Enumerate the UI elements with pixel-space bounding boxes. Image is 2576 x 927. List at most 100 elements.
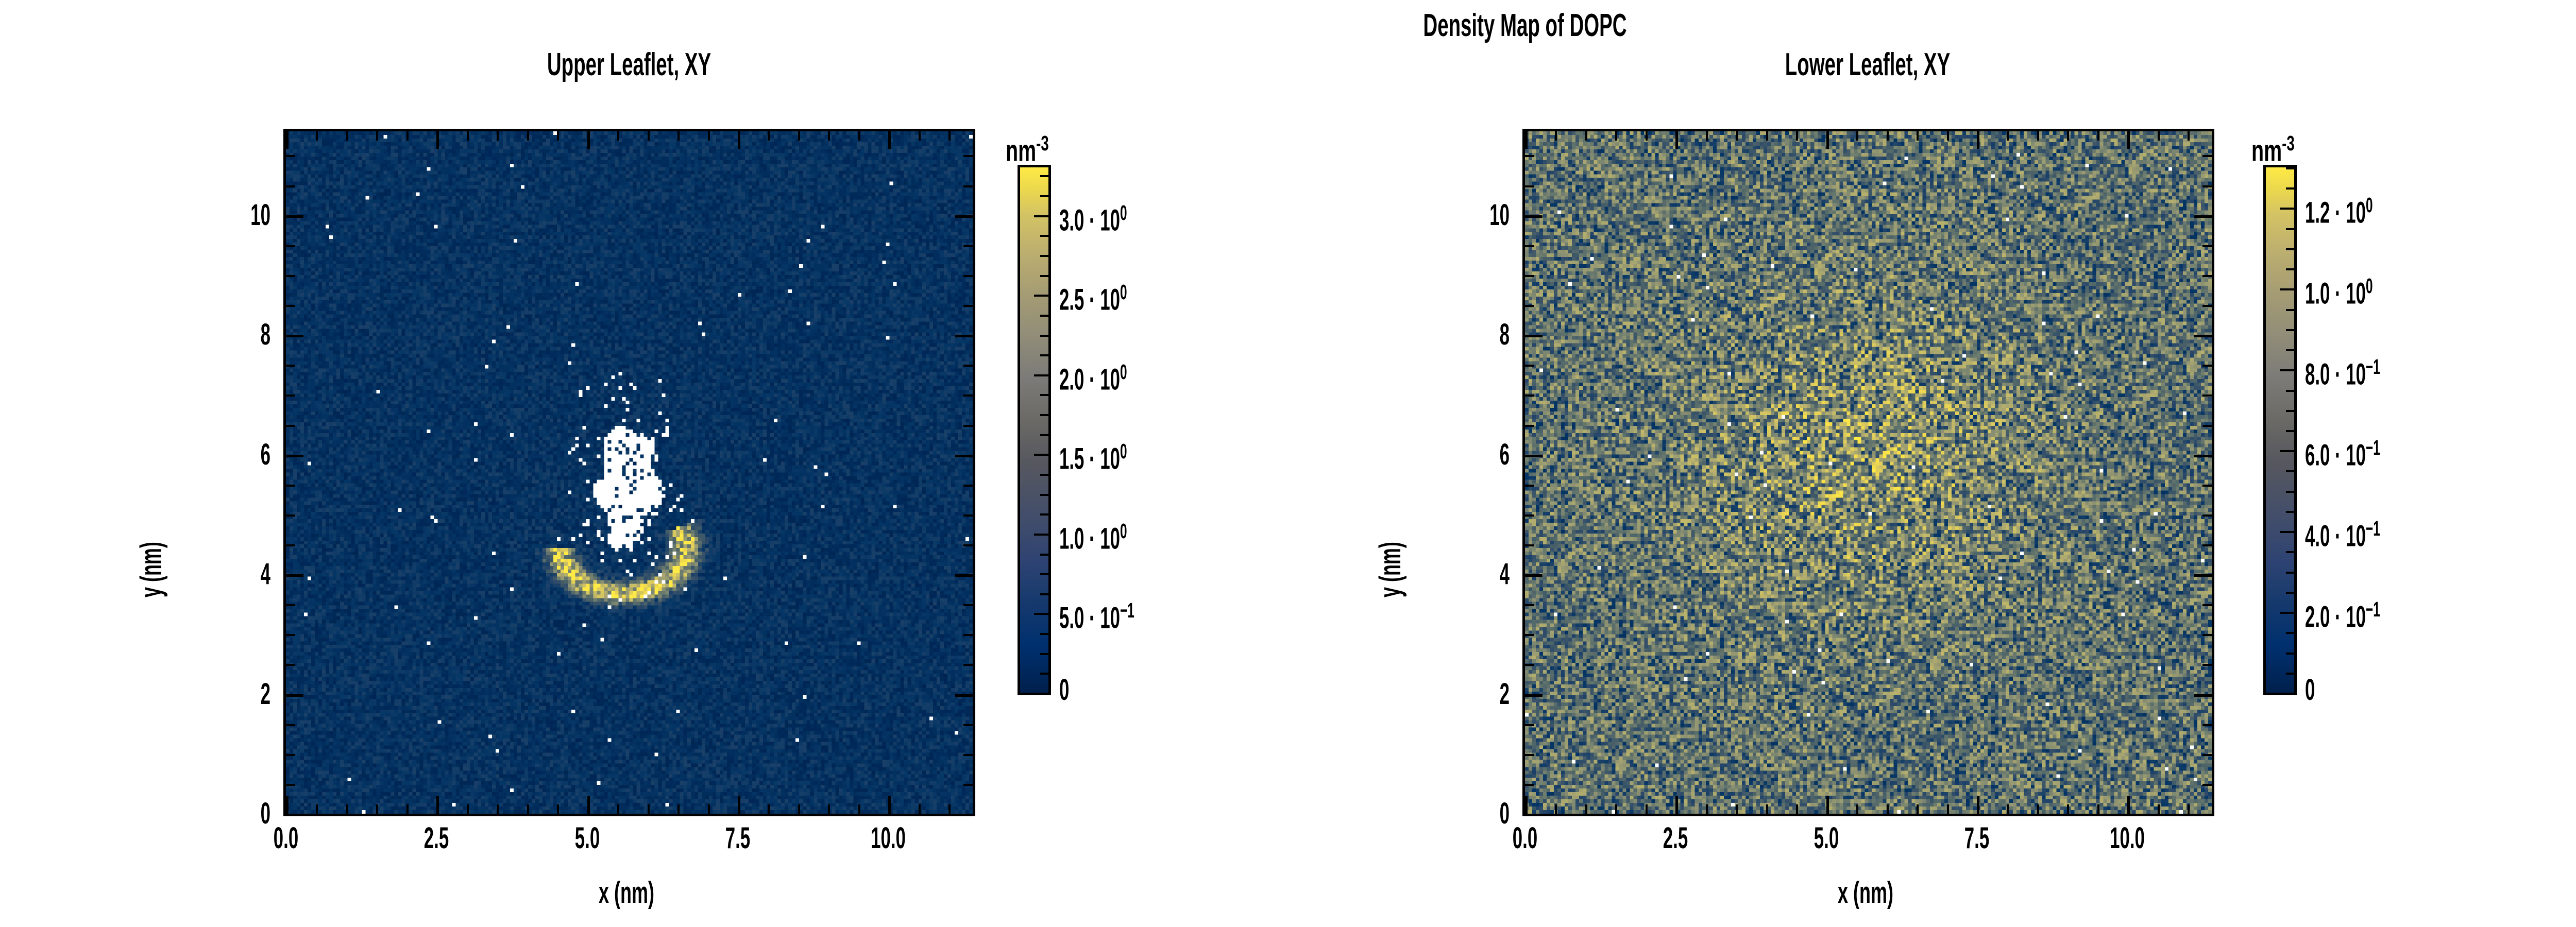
y-tick-minor-right (2202, 604, 2212, 607)
colorbar-tick (1040, 314, 1048, 317)
colorbar-label-upper-leaflet: 5.0 · 10−1 (1059, 598, 1134, 635)
y-tick-minor (1525, 424, 1534, 427)
colorbar-label-upper-leaflet: 0 (1059, 673, 1070, 707)
x-tick-minor (286, 796, 289, 814)
y-tick-label-lower-leaflet: 0 (1499, 797, 1510, 830)
y-tick-minor (286, 753, 295, 756)
x-tick-minor (1705, 804, 1708, 814)
colorbar-tick (2286, 167, 2294, 169)
x-tick-minor (1736, 804, 1738, 814)
y-tick-minor-right (963, 424, 973, 427)
x-tick-minor-top (497, 131, 499, 141)
colorbar-tick (2286, 510, 2294, 513)
x-tick-minor-top (557, 131, 560, 141)
y-tick-minor-right (2202, 783, 2212, 786)
y-tick-minor-right (2194, 454, 2212, 457)
colorbar-tick (2286, 389, 2294, 392)
x-tick-minor (406, 804, 409, 814)
plot-area-lower-leaflet (1522, 129, 2214, 816)
x-tick-label-upper-leaflet: 0.0 (273, 821, 299, 855)
x-tick-minor (466, 804, 469, 814)
colorbar-tick (2286, 329, 2294, 331)
y-tick-label-lower-leaflet: 8 (1499, 318, 1510, 352)
y-tick-minor (286, 544, 295, 546)
x-tick-minor-top (1856, 131, 1859, 141)
colorbar-ticks-upper-leaflet (1020, 167, 1048, 695)
plot-area-upper-leaflet (283, 129, 975, 816)
y-tick-minor-right (955, 215, 973, 218)
x-tick-label-upper-leaflet: 5.0 (574, 821, 600, 855)
y-tick-minor (1525, 753, 1534, 756)
y-tick-minor (1525, 634, 1534, 637)
colorbar-tick (1040, 354, 1048, 357)
y-tick-minor-right (963, 664, 973, 666)
x-tick-minor (888, 796, 891, 814)
colorbar-tick (1040, 593, 1048, 595)
y-tick-minor-right (963, 274, 973, 277)
colorbar-tick (2286, 632, 2294, 634)
x-tick-label-upper-leaflet: 2.5 (424, 821, 449, 855)
colorbar-tick (1034, 454, 1048, 456)
y-tick-minor (1525, 245, 1534, 247)
y-tick-label-lower-leaflet: 2 (1499, 677, 1510, 711)
y-tick-minor (1525, 604, 1534, 607)
x-tick-minor-top (768, 131, 770, 141)
x-tick-minor (376, 804, 379, 814)
colorbar-tick (1040, 434, 1048, 436)
x-tick-minor (1826, 796, 1829, 814)
x-tick-minor-top (346, 131, 348, 141)
x-tick-minor-top (858, 131, 860, 141)
x-tick-minor (1946, 804, 1949, 814)
x-tick-minor (2097, 804, 2099, 814)
colorbar-tick (1040, 334, 1048, 337)
colorbar-tick (2286, 248, 2294, 250)
y-tick-minor (1525, 305, 1534, 307)
y-tick-minor (1525, 185, 1534, 187)
x-tick-minor (2157, 804, 2160, 814)
colorbar-tick (2280, 531, 2294, 534)
y-tick-minor-right (2194, 574, 2212, 577)
colorbar-tick (1040, 573, 1048, 576)
y-tick-label-lower-leaflet: 6 (1499, 437, 1510, 471)
x-tick-minor (2188, 804, 2190, 814)
x-tick-minor (1675, 796, 1679, 814)
y-tick-minor (286, 335, 303, 338)
y-tick-minor-right (2202, 424, 2212, 427)
y-tick-label-upper-leaflet: 10 (250, 198, 270, 232)
x-tick-minor-top (1525, 131, 1528, 149)
colorbar-label-lower-leaflet: 8.0 · 10−1 (2305, 355, 2380, 391)
x-tick-minor-top (1796, 131, 1799, 141)
y-tick-minor (1525, 215, 1543, 218)
colorbar-tick (1040, 474, 1048, 476)
y-tick-minor-right (2202, 514, 2212, 517)
y-tick-label-lower-leaflet: 10 (1489, 198, 1510, 232)
y-tick-label-upper-leaflet: 0 (260, 797, 270, 830)
y-tick-minor (1525, 335, 1543, 338)
y-tick-minor (1525, 814, 1543, 816)
y-tick-minor-right (2202, 245, 2212, 247)
colorbar-label-upper-leaflet: 2.5 · 100 (1059, 280, 1127, 317)
colorbar-tick (1034, 693, 1048, 695)
x-tick-minor (737, 796, 740, 814)
colorbar-tick (1040, 175, 1048, 178)
y-tick-minor (1525, 514, 1534, 517)
colorbar-label-upper-leaflet: 1.5 · 100 (1059, 439, 1127, 476)
x-tick-minor-top (587, 131, 590, 149)
y-tick-minor (1525, 724, 1534, 726)
y-tick-minor (286, 634, 295, 637)
x-tick-minor (828, 804, 831, 814)
colorbar-tick (1040, 274, 1048, 277)
x-tick-minor (1976, 796, 1979, 814)
x-tick-minor-top (466, 131, 469, 141)
y-tick-minor-right (963, 514, 973, 517)
colorbar-tick (1034, 295, 1048, 297)
y-tick-minor-right (963, 634, 973, 637)
colorbar-tick (1040, 653, 1048, 655)
colorbar-label-lower-leaflet: 1.2 · 100 (2305, 193, 2373, 230)
colorbar-tick (2286, 430, 2294, 432)
x-tick-minor-top (1675, 131, 1679, 149)
y-tick-minor-right (2194, 694, 2212, 697)
colorbar-label-upper-leaflet: 2.0 · 100 (1059, 359, 1127, 397)
heatmap-canvas-lower-leaflet (1525, 131, 2212, 814)
